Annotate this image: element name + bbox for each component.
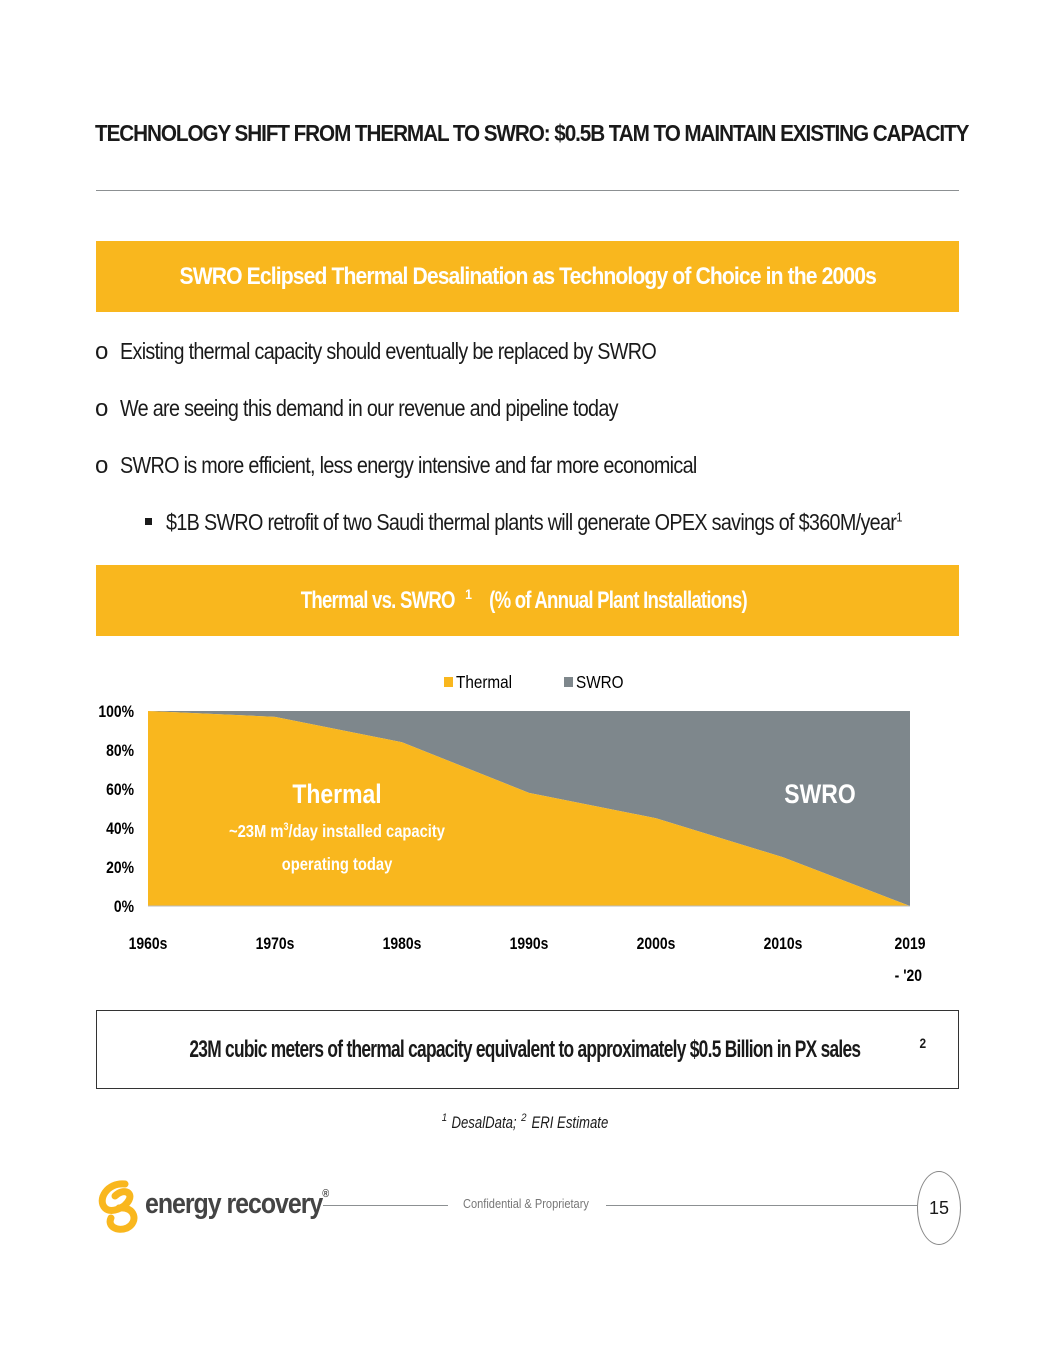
headline-banner-text: SWRO Eclipsed Thermal Desalination as Te… <box>179 262 876 290</box>
y-axis: 0% 20% 40% 60% 80% 100% <box>98 703 134 917</box>
bullet-item: o Existing thermal capacity should eventu… <box>95 338 743 366</box>
footer-divider-left <box>323 1205 448 1206</box>
footnote-ref: 2 <box>919 1035 926 1051</box>
y-tick-label: 20% <box>106 859 134 878</box>
source-text: DesalData; <box>451 1112 517 1132</box>
bullet-text: We are seeing this demand in our revenue… <box>120 395 619 421</box>
x-tick-label: 2000s <box>637 935 676 954</box>
bullet-text: SWRO is more efficient, less energy inte… <box>120 452 697 478</box>
callout-text: 23M cubic meters of thermal capacity equ… <box>189 1036 861 1063</box>
logo-text: energy recovery <box>145 1188 323 1220</box>
thermal-area-label: Thermal <box>292 779 381 809</box>
x-tick-label: 1960s <box>129 935 168 954</box>
footnote-ref: 1 <box>896 509 902 525</box>
x-tick-label: 2010s <box>764 935 803 954</box>
footnote-num: 2 <box>520 1112 527 1124</box>
sub-bullet-text: $1B SWRO retrofit of two Saudi thermal p… <box>166 509 897 535</box>
bullet-item: o We are seeing this demand in our revenu… <box>95 395 699 423</box>
chart-annotations: Thermal ~23M m3/day installed capacity o… <box>229 779 856 874</box>
y-tick-label: 80% <box>106 742 134 761</box>
footer-divider-right <box>606 1205 917 1206</box>
logo-swirl-icon <box>98 1180 138 1233</box>
footnote-num: 1 <box>441 1112 447 1124</box>
source-note: 1 DesalData; 2 ERI Estimate <box>0 1112 1055 1133</box>
registered-mark: ® <box>322 1188 329 1200</box>
thermal-capacity-note: ~23M m3/day installed capacity <box>229 821 446 841</box>
plot-area <box>148 711 910 907</box>
company-logo: energy recovery® <box>95 1178 329 1234</box>
bullet-text: Existing thermal capacity should eventua… <box>120 338 657 364</box>
page-number: 15 <box>917 1171 961 1245</box>
thermal-capacity-note-line2: operating today <box>282 855 393 875</box>
legend-label-thermal: Thermal <box>456 672 512 692</box>
y-tick-label: 60% <box>106 781 134 800</box>
title-divider <box>96 190 959 191</box>
bullet-marker: o <box>95 338 108 365</box>
bullet-item: o SWRO is more efficient, less energy int… <box>95 452 790 480</box>
chart-banner: Thermal vs. SWRO 1 (% of Annual Plant Ins… <box>96 565 959 636</box>
area-swro <box>148 711 910 906</box>
area-chart: Thermal SWRO 0% 20% 40% 60% 80% 100% 1960s 197… <box>98 672 926 986</box>
area-thermal <box>148 711 910 906</box>
y-tick-label: 0% <box>114 898 134 917</box>
chart-legend: Thermal SWRO <box>444 672 624 692</box>
x-tick-label: 1990s <box>510 935 549 954</box>
chart-banner-text-rest: (% of Annual Plant Installations) <box>489 587 747 614</box>
callout-box: 23M cubic meters of thermal capacity equ… <box>96 1010 959 1089</box>
bullet-marker: o <box>95 395 108 422</box>
sub-bullet-item: $1B SWRO retrofit of two Saudi thermal p… <box>145 509 1022 536</box>
swro-area-label: SWRO <box>784 779 855 809</box>
x-tick-label: 1970s <box>256 935 295 954</box>
x-tick-label: 2019- '20 <box>895 935 926 986</box>
confidential-label: Confidential & Proprietary <box>463 1196 589 1211</box>
page-title: TECHNOLOGY SHIFT FROM THERMAL TO SWRO: $… <box>95 120 969 146</box>
bullet-marker: o <box>95 452 108 479</box>
footnote-ref: 1 <box>465 586 473 602</box>
x-axis: 1960s 1970s 1980s 1990s 2000s 2010s 2019- '20 <box>129 935 926 986</box>
x-tick-label: 1980s <box>383 935 422 954</box>
y-tick-label: 100% <box>98 703 134 722</box>
y-tick-label: 40% <box>106 820 134 839</box>
legend-swatch-thermal <box>444 677 453 687</box>
square-bullet-icon <box>145 518 152 525</box>
legend-swatch-swro <box>564 677 573 687</box>
chart-banner-text: Thermal vs. SWRO <box>301 587 456 614</box>
legend-label-swro: SWRO <box>576 672 624 692</box>
headline-banner: SWRO Eclipsed Thermal Desalination as Te… <box>96 241 959 312</box>
source-text: ERI Estimate <box>531 1112 609 1132</box>
